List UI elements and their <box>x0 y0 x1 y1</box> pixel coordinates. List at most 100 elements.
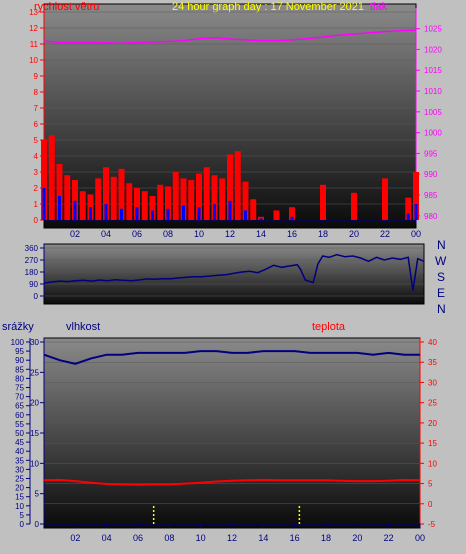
wind-bar <box>196 173 202 220</box>
x-tick-label: 06 <box>133 533 143 543</box>
y-temp-tick-label: 15 <box>428 439 437 448</box>
gust-bar <box>259 218 263 220</box>
y-rain-tick-label: 55 <box>15 420 24 429</box>
y-left-tick-label: 12 <box>29 24 38 33</box>
gust-bar <box>197 207 201 220</box>
x-tick-label: 14 <box>258 533 268 543</box>
y-rain-tick-label: 20 <box>15 484 24 493</box>
wind-bar <box>413 172 419 220</box>
y-tick-label: 0 <box>34 292 39 301</box>
gust-bar <box>58 196 61 220</box>
humidity-panel-bg <box>43 337 421 529</box>
x-tick-label: 08 <box>164 533 174 543</box>
y-hum-tick-label: 20 <box>30 399 39 408</box>
wind-bar <box>211 175 218 220</box>
y-tick-label: 270 <box>25 256 39 265</box>
y-rain-tick-label: 5 <box>20 511 25 520</box>
humidity-line <box>43 350 420 365</box>
y-temp-tick-label: 35 <box>428 358 437 367</box>
gust-bar <box>166 208 170 220</box>
y-left-tick-label: 11 <box>30 40 39 49</box>
x-tick-label: 08 <box>163 229 173 239</box>
y-rain-tick-label: 65 <box>15 402 24 411</box>
y-left-tick-label: 10 <box>29 56 38 65</box>
wind-bar <box>41 140 47 220</box>
x-tick-label: 12 <box>227 533 237 543</box>
wind-bar <box>320 184 326 220</box>
wind-bar <box>219 178 226 220</box>
y-tick-label: 360 <box>25 244 39 253</box>
y-temp-tick-label: 10 <box>428 459 437 468</box>
x-tick-label: 20 <box>352 533 362 543</box>
y-rain-tick-label: 95 <box>15 347 24 356</box>
y-rain-tick-label: 0 <box>20 520 25 529</box>
wind-speed-axis-label: rychlost větru <box>34 1 99 13</box>
gust-bar <box>89 207 92 220</box>
wind-bar <box>172 172 179 220</box>
y-rain-tick-label: 90 <box>15 356 24 365</box>
pressure-axis-label: tlak <box>370 1 388 13</box>
y-rain-tick-label: 100 <box>11 338 25 347</box>
wind-bar <box>289 207 295 220</box>
wind-bar <box>72 180 78 220</box>
graph-title: 24 hour graph day : 17 November 2021 <box>172 1 364 13</box>
y-right-tick-label: 985 <box>424 191 438 200</box>
dir-label-e: E <box>437 286 445 300</box>
x-tick-label: 02 <box>70 533 80 543</box>
y-temp-tick-label: 0 <box>428 500 433 509</box>
gust-bar <box>73 200 77 220</box>
x-tick-label: 04 <box>102 533 112 543</box>
gust-bar <box>244 210 247 220</box>
y-rain-tick-label: 50 <box>15 429 24 438</box>
y-right-tick-label: 980 <box>424 212 438 221</box>
y-right-tick-label: 1005 <box>424 108 442 117</box>
dir-label-w: W <box>435 254 447 268</box>
gust-bar <box>290 216 294 220</box>
wind-bar <box>56 164 63 220</box>
y-left-tick-label: 5 <box>34 136 39 145</box>
wind-bar <box>165 186 171 220</box>
y-rain-tick-label: 35 <box>15 456 24 465</box>
y-hum-tick-label: 0 <box>35 520 40 529</box>
wind-direction-chart: 0 90 180 270 360 <box>25 244 425 301</box>
y-rain-tick-label: 85 <box>15 365 24 374</box>
y-temp-tick-label: 40 <box>428 338 437 347</box>
wind-bar <box>351 192 357 220</box>
gust-bar <box>151 210 154 220</box>
x-tick-label: 18 <box>321 533 331 543</box>
y-left-tick-label: 8 <box>34 88 39 97</box>
wind-bar <box>79 191 86 220</box>
wind-bar <box>134 188 140 220</box>
y-right-tick-label: 1015 <box>424 66 442 75</box>
y-right-tick-label: 995 <box>424 149 438 158</box>
gust-bar <box>406 213 410 220</box>
x-tick-label: 22 <box>384 533 394 543</box>
wind-bar <box>180 178 187 220</box>
pressure-line <box>43 29 417 44</box>
y-rain-tick-label: 40 <box>15 447 24 456</box>
wind-bar <box>126 183 133 220</box>
y-temp-tick-label: -5 <box>428 520 436 529</box>
humidity-temperature-chart: -505101520253035400510152025303540455055… <box>11 338 437 543</box>
y-temp-tick-label: 25 <box>428 399 437 408</box>
wind-bar <box>149 196 156 220</box>
x-tick-label: 22 <box>380 229 390 239</box>
wind-bar <box>118 168 125 220</box>
y-rain-tick-label: 60 <box>15 411 24 420</box>
wind-bar <box>95 178 102 220</box>
y-hum-tick-label: 10 <box>30 459 39 468</box>
y-left-tick-label: 4 <box>34 152 39 161</box>
y-left-tick-label: 7 <box>34 104 39 113</box>
direction-line <box>43 253 425 291</box>
y-left-tick-label: 1 <box>34 200 39 209</box>
y-left-tick-label: 0 <box>34 216 39 225</box>
dir-label-s: S <box>437 270 445 284</box>
wind-bar <box>227 154 233 220</box>
y-rain-tick-label: 15 <box>15 493 24 502</box>
y-left-tick-label: 9 <box>34 72 39 81</box>
x-tick-label: 18 <box>318 229 328 239</box>
y-rain-tick-label: 75 <box>15 384 24 393</box>
wind-bar <box>405 197 412 220</box>
x-tick-label: 00 <box>411 229 421 239</box>
